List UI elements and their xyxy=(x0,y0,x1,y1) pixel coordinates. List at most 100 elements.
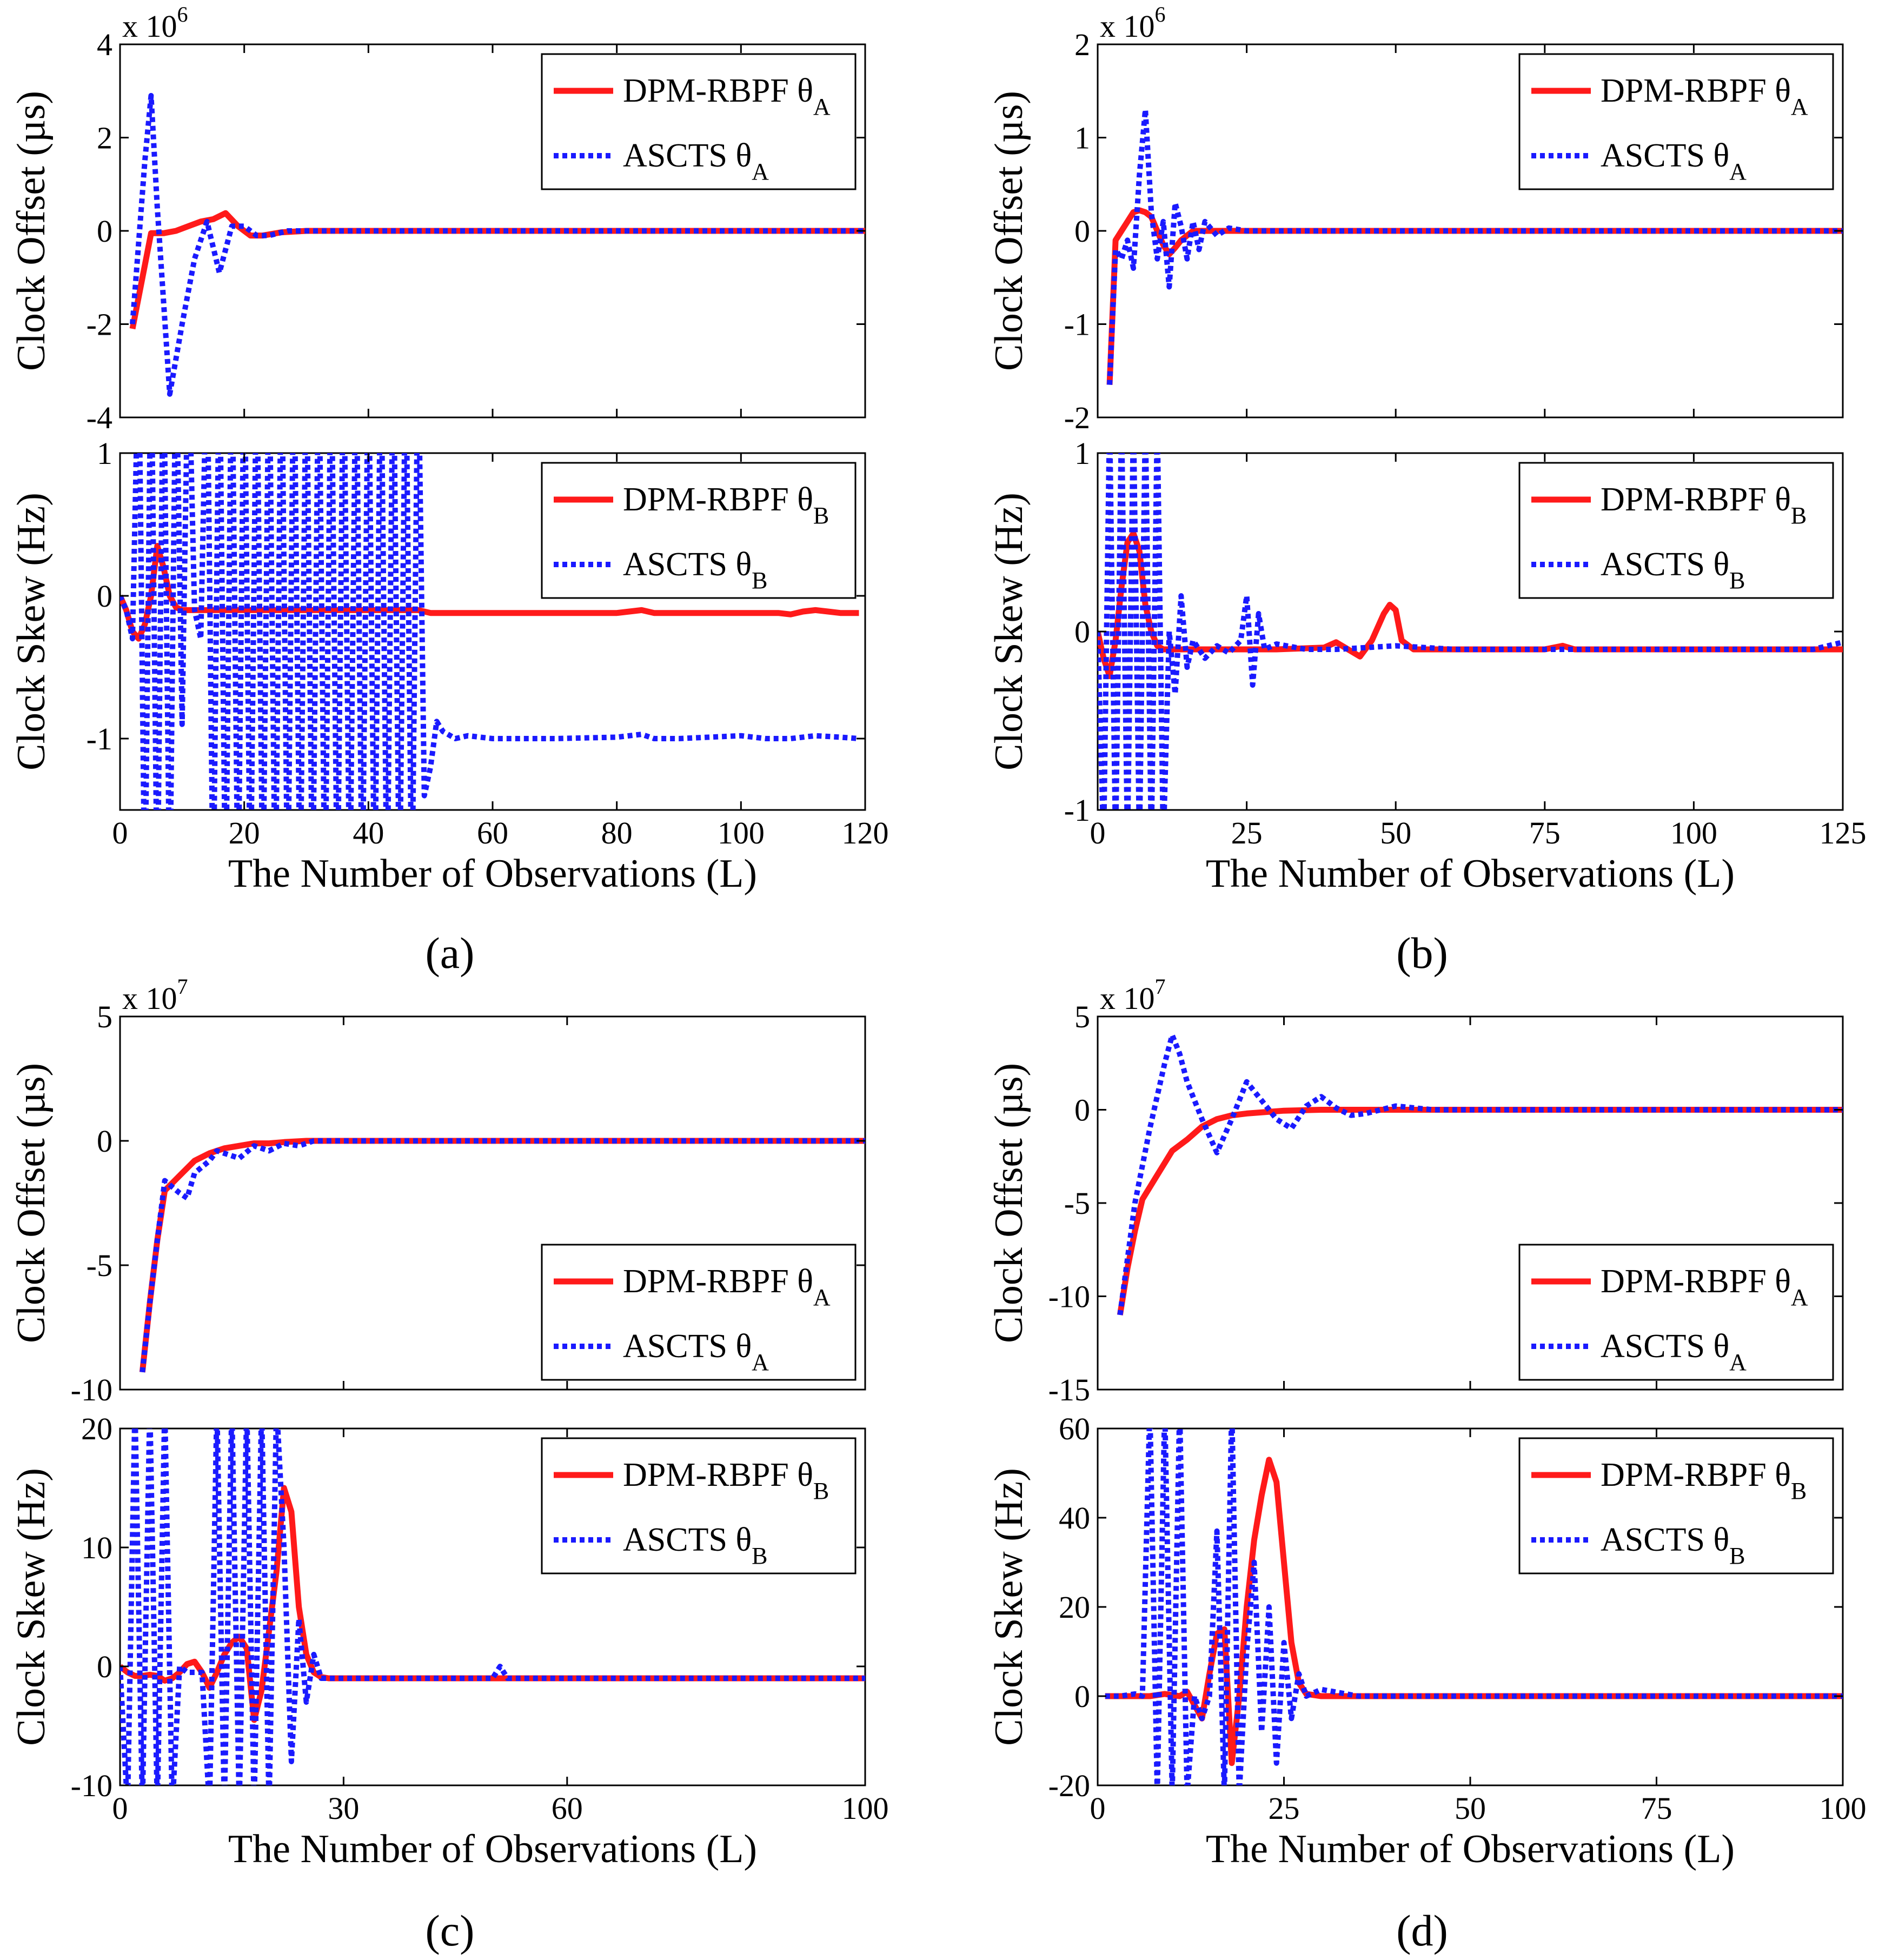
caption-c: (c) xyxy=(425,1906,474,1955)
x-tick-label: 0 xyxy=(1090,1791,1106,1826)
series-ascts xyxy=(1098,453,1843,810)
x-axis-label: The Number of Observations (L) xyxy=(1206,1827,1735,1871)
y-tick-label: 1 xyxy=(97,436,112,471)
y-tick-label: -10 xyxy=(71,1372,112,1407)
legend-label-subscript: A xyxy=(813,94,831,120)
legend-label-subscript: B xyxy=(1791,502,1807,529)
y-tick-label: 1 xyxy=(1074,121,1090,156)
series-group xyxy=(129,92,865,397)
y-axis-label: Clock Skew (Hz) xyxy=(987,1468,1031,1746)
y-tick-label: 0 xyxy=(1074,1093,1090,1128)
y-tick-label: 20 xyxy=(1059,1590,1090,1625)
x-axis-label: The Number of Observations (L) xyxy=(228,852,757,896)
y-axis-label: Clock Offset (µs) xyxy=(987,1063,1031,1343)
series-group xyxy=(120,453,859,810)
caption-a: (a) xyxy=(425,928,474,978)
y-tick-label: 4 xyxy=(97,27,112,62)
x-tick-label: 80 xyxy=(601,815,633,851)
series-ascts xyxy=(1105,1429,1843,1785)
y-axis-label: Clock Skew (Hz) xyxy=(987,493,1031,770)
legend-box xyxy=(1518,462,1834,599)
series-group xyxy=(1105,1429,1843,1785)
y-tick-label: -15 xyxy=(1048,1372,1090,1407)
x-tick-label: 120 xyxy=(842,815,889,851)
y-tick-label: -2 xyxy=(87,307,112,342)
legend-label-subscript: B xyxy=(752,1543,767,1569)
legend-label-subscript: A xyxy=(752,158,769,185)
y-axis-label: Clock Offset (µs) xyxy=(9,91,54,371)
series-dpm-rbpf xyxy=(1117,1107,1843,1315)
y-tick-label: 1 xyxy=(1074,436,1090,471)
legend-label-subscript: A xyxy=(813,1284,831,1311)
legend-label-subscript: B xyxy=(813,502,829,529)
x-tick-label: 0 xyxy=(1090,815,1106,851)
legend-label-subscript: B xyxy=(813,1478,829,1504)
legend-label-subscript: A xyxy=(1791,1284,1808,1311)
series-ascts xyxy=(130,92,865,397)
x-tick-label: 30 xyxy=(328,1791,359,1826)
y-tick-label: 2 xyxy=(1074,27,1090,62)
legend-box xyxy=(541,53,857,190)
y-tick-label: -2 xyxy=(1064,400,1090,435)
legend-label-subscript: B xyxy=(1729,567,1745,594)
caption-b: (b) xyxy=(1396,928,1448,978)
y-tick-label: 0 xyxy=(1074,614,1090,649)
legend-label-subscript: B xyxy=(1729,1543,1745,1569)
y-tick-label: 10 xyxy=(81,1530,112,1565)
x-tick-label: 25 xyxy=(1269,1791,1300,1826)
y-tick-label: -1 xyxy=(87,721,112,756)
y-tick-label: 0 xyxy=(97,1649,112,1684)
y-axis-label: Clock Offset (µs) xyxy=(9,1063,54,1343)
y-tick-label: 0 xyxy=(97,214,112,249)
x-tick-label: 0 xyxy=(112,815,128,851)
axis-scale-label: x 107 xyxy=(122,974,188,1016)
axis-scale-exponent: 7 xyxy=(1155,974,1166,999)
y-tick-label: 5 xyxy=(97,999,112,1034)
y-tick-label: 0 xyxy=(1074,214,1090,249)
legend-box xyxy=(541,1244,857,1381)
legend-label-subscript: A xyxy=(1791,94,1808,120)
y-tick-label: 0 xyxy=(1074,1679,1090,1714)
x-tick-label: 60 xyxy=(477,815,508,851)
x-tick-label: 60 xyxy=(552,1791,583,1826)
x-tick-label: 100 xyxy=(842,1791,889,1826)
y-tick-label: -10 xyxy=(1048,1279,1090,1314)
caption-d: (d) xyxy=(1396,1906,1448,1955)
legend-label-subscript: A xyxy=(752,1349,769,1376)
x-tick-label: 25 xyxy=(1231,815,1263,851)
y-tick-label: 0 xyxy=(97,579,112,614)
y-tick-label: 5 xyxy=(1074,999,1090,1034)
legend-box xyxy=(1518,1437,1834,1574)
legend-box xyxy=(541,462,857,599)
series-ascts xyxy=(1107,107,1843,385)
x-axis-label: The Number of Observations (L) xyxy=(1206,852,1735,896)
x-axis-label: The Number of Observations (L) xyxy=(228,1827,757,1871)
y-tick-label: 20 xyxy=(81,1411,112,1446)
x-tick-label: 20 xyxy=(229,815,260,851)
legend-label-subscript: A xyxy=(1729,158,1747,185)
x-tick-label: 100 xyxy=(1670,815,1717,851)
series-group xyxy=(1098,453,1843,810)
legend-label-subscript: B xyxy=(752,567,767,594)
series-group xyxy=(120,1429,865,1785)
x-tick-label: 125 xyxy=(1820,815,1867,851)
axis-scale-exponent: 6 xyxy=(1155,2,1166,26)
y-axis-label: Clock Skew (Hz) xyxy=(9,1468,54,1746)
x-tick-label: 0 xyxy=(112,1791,128,1826)
y-tick-label: -20 xyxy=(1048,1768,1090,1803)
y-tick-label: -4 xyxy=(87,400,112,435)
axis-scale-label: x 106 xyxy=(1100,2,1166,44)
x-tick-label: 100 xyxy=(718,815,765,851)
